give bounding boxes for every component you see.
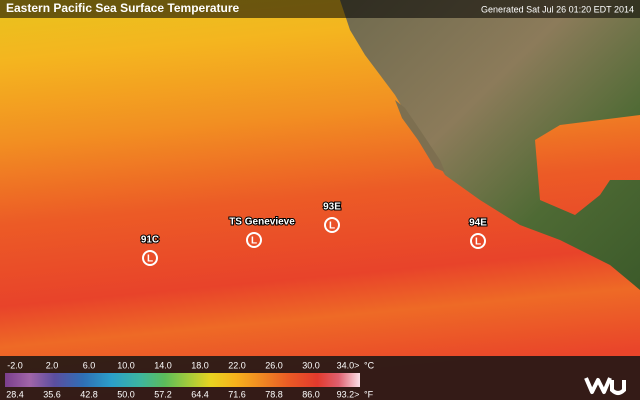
storm-symbol: L	[147, 254, 153, 265]
storm-label: 91C	[141, 235, 159, 246]
fahrenheit-label: 71.6	[228, 389, 246, 399]
celsius-label: -2.0	[7, 360, 23, 370]
celsius-label: 34.0>	[337, 360, 360, 370]
storm-symbol: L	[475, 237, 481, 248]
celsius-label: 18.0	[191, 360, 209, 370]
celsius-label: 22.0	[228, 360, 246, 370]
title-bar	[0, 0, 640, 18]
celsius-label: 14.0	[154, 360, 172, 370]
celsius-label: 2.0	[46, 360, 59, 370]
storm-label: TS Genevieve	[229, 217, 295, 228]
land	[340, 0, 640, 290]
storms: L 91C L TS Genevieve L 93E L 94E	[140, 201, 488, 266]
fahrenheit-label: 86.0	[302, 389, 320, 399]
fahrenheit-label: 50.0	[117, 389, 135, 399]
fahrenheit-label: 35.6	[43, 389, 61, 399]
fahrenheit-label: 78.8	[265, 389, 283, 399]
storm-icon	[142, 250, 158, 266]
celsius-label: 6.0	[83, 360, 96, 370]
celsius-label: 30.0	[302, 360, 320, 370]
celsius-label: 10.0	[117, 360, 135, 370]
storm-label: 93E	[323, 202, 341, 213]
baja	[395, 100, 445, 172]
legend: -2.0 28.4 2.0 35.6 6.0 42.8 10.0 50.0 14.0 57.2 18…	[6, 360, 374, 399]
fahrenheit-label: 42.8	[80, 389, 98, 399]
generated: Generated Sat Jul 26 01:20 EDT 2014	[481, 4, 634, 14]
color-scale	[5, 373, 360, 387]
storm-label: 94E	[469, 218, 487, 229]
storm-icon	[324, 217, 340, 233]
fahrenheit-label: 28.4	[6, 389, 24, 399]
storm-symbol: L	[329, 221, 335, 232]
fahrenheit-label: 57.2	[154, 389, 172, 399]
fahrenheit-label: 93.2>	[337, 389, 360, 399]
celsius-label: 26.0	[265, 360, 283, 370]
title: Eastern Pacific Sea Surface Temperature	[6, 1, 240, 15]
logo	[584, 377, 626, 395]
fahrenheit-label: 64.4	[191, 389, 209, 399]
fahrenheit-unit: °F	[364, 389, 374, 399]
storm-icon	[470, 233, 486, 249]
celsius-unit: °C	[364, 360, 375, 370]
storm-symbol: L	[251, 236, 257, 247]
storm-icon	[246, 232, 262, 248]
